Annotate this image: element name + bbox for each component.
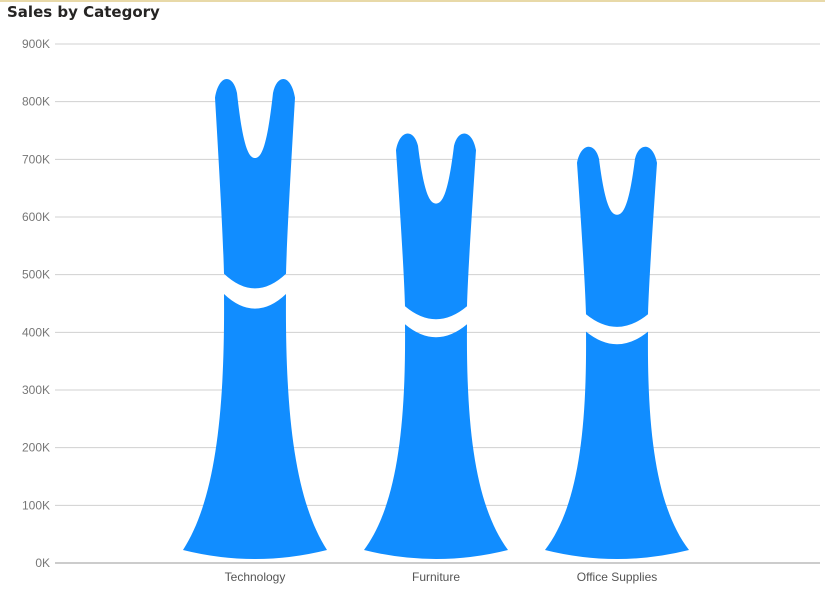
x-axis-labels: Technology Furniture Office Supplies — [225, 570, 658, 584]
y-tick-label: 300K — [22, 383, 50, 397]
bars — [183, 79, 689, 559]
bar-upper-segment[interactable] — [215, 79, 295, 289]
y-tick-label: 200K — [22, 441, 50, 455]
y-tick-label: 100K — [22, 498, 50, 512]
y-tick-label: 500K — [22, 268, 50, 282]
bar-lower-segment[interactable] — [364, 324, 508, 559]
x-category-label: Technology — [225, 570, 286, 584]
bar-office-supplies[interactable] — [545, 146, 689, 559]
y-tick-label: 600K — [22, 210, 50, 224]
y-tick-label: 700K — [22, 152, 50, 166]
bar-upper-segment[interactable] — [577, 146, 657, 327]
y-tick-label: 400K — [22, 325, 50, 339]
bar-upper-segment[interactable] — [396, 133, 476, 320]
x-category-label: Office Supplies — [577, 570, 658, 584]
y-tick-label: 900K — [22, 37, 50, 51]
bar-furniture[interactable] — [364, 133, 508, 559]
bar-technology[interactable] — [183, 79, 327, 559]
y-axis-ticks: 0K 100K 200K 300K 400K 500K 600K 700K 800K 900K — [22, 37, 50, 570]
chart-title: Sales by Category — [7, 3, 160, 21]
y-tick-label: 800K — [22, 95, 50, 109]
x-category-label: Furniture — [412, 570, 460, 584]
bar-lower-segment[interactable] — [183, 293, 327, 559]
y-tick-label: 0K — [35, 556, 50, 570]
bar-lower-segment[interactable] — [545, 331, 689, 559]
top-border — [0, 0, 825, 2]
